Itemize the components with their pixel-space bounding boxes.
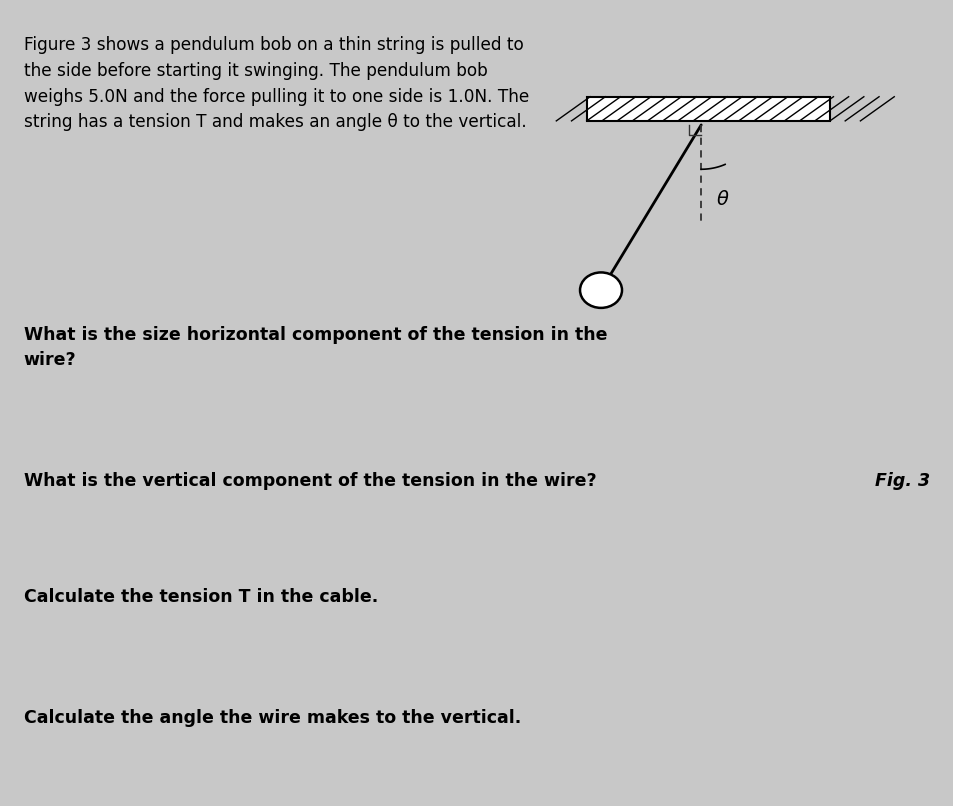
Text: Calculate the tension T in the cable.: Calculate the tension T in the cable. [24,588,377,606]
Text: Figure 3 shows a pendulum bob on a thin string is pulled to
the side before star: Figure 3 shows a pendulum bob on a thin … [24,36,529,131]
Bar [586,97,829,121]
Text: What is the size horizontal component of the tension in the
wire?: What is the size horizontal component of… [24,326,607,369]
Circle shape [579,272,621,308]
Text: What is the vertical component of the tension in the wire?: What is the vertical component of the te… [24,472,596,489]
Text: Fig. 3: Fig. 3 [874,472,929,489]
Text: Calculate the angle the wire makes to the vertical.: Calculate the angle the wire makes to th… [24,709,520,727]
Text: θ: θ [716,190,727,209]
